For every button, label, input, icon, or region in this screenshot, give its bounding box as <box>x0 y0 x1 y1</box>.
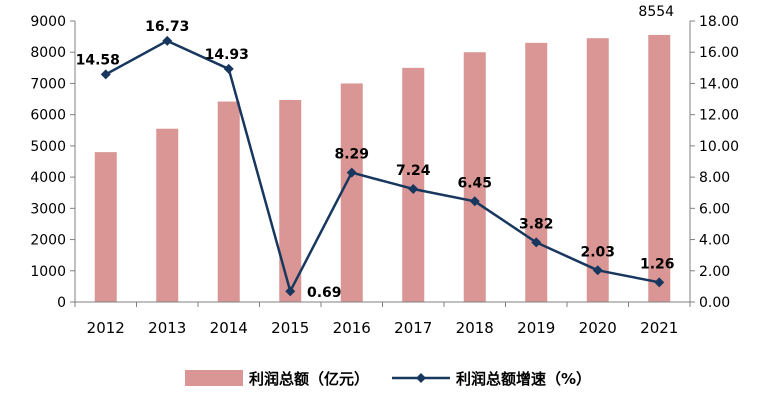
line-data-label: 2.03 <box>580 244 615 260</box>
x-tick-label: 2013 <box>148 319 186 337</box>
right-axis: 0.00 2.00 4.00 6.00 8.00 10.00 12.00 14.00 16.00… <box>690 14 739 311</box>
legend-label-line: 利润总额增速（%） <box>456 370 591 388</box>
line-data-label: 0.69 <box>307 285 342 301</box>
x-tick-label: 2016 <box>333 319 371 337</box>
right-tick-label: 10.00 <box>699 139 739 155</box>
x-tick-label: 2012 <box>87 319 125 337</box>
line-marker <box>592 265 603 276</box>
bar <box>648 34 671 302</box>
line-marker <box>469 196 480 207</box>
line-data-label: 14.93 <box>205 47 249 63</box>
x-tick-label: 2019 <box>517 319 555 337</box>
bar <box>525 42 548 302</box>
left-axis: 0 1000 2000 3000 4000 5000 6000 7000 8000 9000 <box>30 14 75 311</box>
line-marker <box>285 286 296 297</box>
left-tick-label: 9000 <box>30 14 66 30</box>
line-data-label: 3.82 <box>519 216 554 232</box>
line-marker <box>162 35 173 46</box>
bar <box>156 128 179 302</box>
right-tick-label: 4.00 <box>699 233 730 249</box>
left-tick-label: 3000 <box>30 201 66 217</box>
right-tick-label: 16.00 <box>699 45 739 61</box>
right-tick-label: 0.00 <box>699 295 730 311</box>
left-tick-label: 1000 <box>30 264 66 280</box>
legend-label-bar: 利润总额（亿元） <box>249 370 369 388</box>
left-tick-label: 0 <box>57 295 66 311</box>
bar <box>340 83 363 302</box>
growth-line <box>105 39 660 293</box>
right-tick-label: 18.00 <box>699 14 739 30</box>
line-series <box>100 35 665 297</box>
line-marker <box>223 63 234 74</box>
bar <box>586 38 609 303</box>
right-tick-label: 6.00 <box>699 201 730 217</box>
legend: 利润总额（亿元） 利润总额增速（%） <box>185 370 591 388</box>
bar <box>279 99 302 303</box>
x-axis: 2012 2013 2014 2015 2016 2017 2018 2019 2020 2021 <box>74 302 691 337</box>
left-tick-label: 6000 <box>30 108 66 124</box>
line-marker <box>100 69 111 80</box>
right-tick-label: 8.00 <box>699 170 730 186</box>
line-data-label: 7.24 <box>396 163 431 179</box>
x-tick-label: 2014 <box>210 319 248 337</box>
line-marker <box>408 183 419 194</box>
left-tick-label: 4000 <box>30 170 66 186</box>
line-data-label: 1.26 <box>640 256 675 272</box>
bar <box>94 152 117 302</box>
right-tick-label: 2.00 <box>699 264 730 280</box>
line-marker <box>531 237 542 248</box>
bar <box>217 101 240 302</box>
line-data-label: 6.45 <box>457 175 492 191</box>
legend-swatch-bar <box>185 370 243 386</box>
line-data-label: 14.58 <box>76 52 120 68</box>
left-tick-label: 5000 <box>30 139 66 155</box>
line-marker <box>654 277 665 288</box>
bar <box>463 52 486 302</box>
x-tick-label: 2017 <box>394 319 432 337</box>
line-marker <box>346 167 357 178</box>
legend-diamond-marker <box>416 373 426 383</box>
right-tick-label: 14.00 <box>699 76 739 92</box>
bar-data-label: 8554 <box>638 4 674 20</box>
right-tick-label: 12.00 <box>699 108 739 124</box>
bar-series <box>94 34 671 303</box>
left-tick-label: 2000 <box>30 233 66 249</box>
x-tick-label: 2018 <box>456 319 494 337</box>
x-tick-label: 2021 <box>640 319 678 337</box>
line-data-label: 8.29 <box>334 147 369 163</box>
x-tick-label: 2015 <box>271 319 309 337</box>
left-tick-label: 7000 <box>30 76 66 92</box>
left-tick-label: 8000 <box>30 45 66 61</box>
line-data-label: 16.73 <box>145 19 189 35</box>
x-tick-label: 2020 <box>579 319 617 337</box>
data-labels: 14.58 16.73 14.93 0.69 8.29 7.24 6.45 3.82 2.03 1… <box>76 4 675 301</box>
